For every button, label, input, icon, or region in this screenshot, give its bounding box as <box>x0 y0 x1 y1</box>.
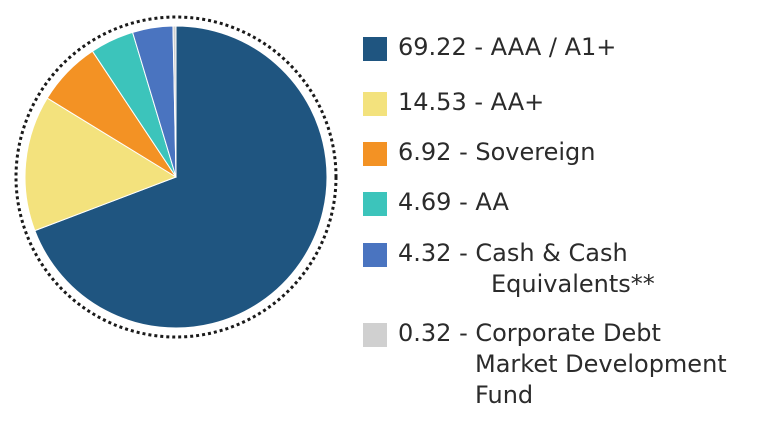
legend-value: 4.32 <box>398 239 452 267</box>
legend-separator: - <box>466 33 491 61</box>
legend-label-continuation: Equivalents** <box>491 270 655 298</box>
legend-separator: - <box>466 88 491 116</box>
pie-chart <box>14 15 338 339</box>
legend-separator: - <box>451 138 476 166</box>
legend-label-continuation: Market Development <box>475 350 727 378</box>
legend-label: AA+ <box>490 88 545 116</box>
legend-label: AAA / A1+ <box>490 33 617 61</box>
legend-text: 0.32 - Corporate Debt <box>398 318 661 349</box>
legend-text: 14.53 - AA+ <box>398 87 544 118</box>
legend-separator: - <box>451 319 476 347</box>
legend-value: 0.32 <box>398 319 452 347</box>
legend-swatch <box>363 142 387 166</box>
legend-label: Cash & Cash <box>475 239 628 267</box>
legend-swatch <box>363 192 387 216</box>
legend-label: Corporate Debt <box>475 319 661 347</box>
legend-text: 6.92 - Sovereign <box>398 137 595 168</box>
legend-swatch <box>363 92 387 116</box>
legend-separator: - <box>451 188 476 216</box>
legend-label-continuation: Fund <box>475 381 534 409</box>
legend-value: 6.92 <box>398 138 452 166</box>
legend-value: 69.22 <box>398 33 467 61</box>
legend-text: 4.69 - AA <box>398 187 509 218</box>
legend-separator: - <box>451 239 476 267</box>
pie-dotted-outline <box>14 15 338 339</box>
legend-swatch <box>363 37 387 61</box>
legend-text: 4.32 - Cash & Cash <box>398 238 628 269</box>
legend-swatch <box>363 243 387 267</box>
pie-slice-2 <box>24 97 178 232</box>
legend-label: Sovereign <box>475 138 596 166</box>
legend-label: AA <box>475 188 509 216</box>
legend-value: 14.53 <box>398 88 467 116</box>
legend-swatch <box>363 323 387 347</box>
legend-text: 69.22 - AAA / A1+ <box>398 32 616 63</box>
legend-value: 4.69 <box>398 188 452 216</box>
pie-slice-6 <box>172 25 177 178</box>
pie-slice-1 <box>34 25 328 329</box>
pie-slices <box>24 25 328 329</box>
